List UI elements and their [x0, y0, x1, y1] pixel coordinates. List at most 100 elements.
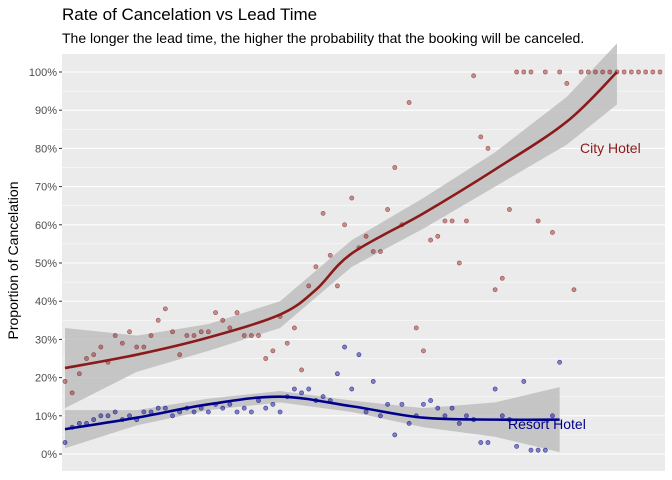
data-point-city-hotel: [327, 252, 333, 258]
data-point-resort-hotel: [234, 409, 240, 415]
data-point-city-hotel: [550, 230, 555, 235]
y-tick-label: 10%: [35, 411, 57, 423]
data-point-city-hotel: [184, 333, 190, 338]
data-point-city-hotel: [442, 218, 448, 224]
data-point-city-hotel: [521, 69, 527, 75]
data-point-resort-hotel: [342, 344, 347, 350]
data-point-city-hotel: [98, 344, 104, 350]
data-point-resort-hotel: [248, 409, 254, 415]
data-point-city-hotel: [478, 134, 484, 140]
data-point-city-hotel: [76, 371, 82, 377]
data-point-resort-hotel: [478, 440, 484, 445]
data-point-city-hotel: [557, 69, 563, 75]
data-point-resort-hotel: [406, 421, 412, 426]
data-point-city-hotel: [198, 329, 204, 335]
data-point-city-hotel: [112, 333, 118, 338]
data-point-city-hotel: [191, 333, 197, 338]
data-point-resort-hotel: [464, 413, 469, 419]
data-point-city-hotel: [349, 195, 355, 201]
data-point-city-hotel: [428, 237, 434, 243]
data-point-city-hotel: [421, 348, 426, 354]
data-point-city-hotel: [162, 306, 168, 312]
data-point-city-hotel: [578, 69, 584, 75]
data-point-city-hotel: [227, 325, 233, 331]
data-point-resort-hotel: [291, 386, 297, 392]
data-point-resort-hotel: [428, 398, 434, 403]
y-tick-label: 60%: [35, 220, 57, 232]
y-tick-label: 90%: [35, 105, 57, 117]
data-point-resort-hotel: [435, 405, 441, 411]
confidence-band-resort-hotel: [65, 387, 560, 453]
data-point-resort-hotel: [392, 432, 398, 438]
data-point-city-hotel: [256, 333, 261, 338]
data-point-resort-hotel: [98, 413, 104, 419]
data-point-city-hotel: [177, 352, 183, 358]
y-tick-label: 80%: [35, 143, 57, 155]
data-point-resort-hotel: [370, 379, 376, 384]
data-point-resort-hotel: [241, 405, 247, 411]
data-point-city-hotel: [542, 69, 548, 75]
data-point-city-hotel: [119, 340, 125, 346]
data-point-city-hotel: [62, 379, 68, 384]
data-point-city-hotel: [91, 352, 97, 358]
data-point-city-hotel: [435, 233, 441, 239]
data-point-city-hotel: [270, 348, 276, 354]
data-point-city-hotel: [456, 260, 462, 266]
data-point-resort-hotel: [191, 409, 197, 415]
confidence-bands: [65, 43, 617, 453]
data-point-resort-hotel: [535, 447, 541, 453]
data-point-city-hotel: [291, 325, 297, 331]
trend-line-city-hotel: [64, 71, 618, 370]
data-point-city-hotel: [306, 283, 312, 289]
y-tick-label: 0%: [41, 449, 57, 461]
series-label-city-hotel: City Hotel: [580, 140, 641, 156]
data-point-city-hotel: [234, 310, 240, 316]
data-point-resort-hotel: [205, 409, 211, 415]
data-point-city-hotel: [514, 69, 520, 75]
data-point-resort-hotel: [299, 390, 304, 396]
data-point-city-hotel: [141, 344, 147, 350]
data-point-resort-hotel: [62, 440, 68, 445]
data-point-city-hotel: [585, 69, 591, 75]
y-tick-label: 100%: [29, 67, 57, 79]
data-point-resort-hotel: [378, 413, 383, 419]
data-point-city-hotel: [335, 283, 340, 289]
data-point-city-hotel: [220, 317, 226, 323]
trend-lines: [64, 71, 618, 431]
data-point-city-hotel: [607, 69, 613, 75]
y-tick-label: 30%: [35, 334, 57, 346]
data-point-city-hotel: [84, 356, 89, 361]
data-point-resort-hotel: [277, 409, 283, 415]
y-tick-label: 50%: [35, 258, 57, 270]
data-point-resort-hotel: [542, 447, 548, 453]
data-point-city-hotel: [628, 69, 634, 75]
data-point-city-hotel: [471, 73, 477, 79]
y-tick-label: 70%: [35, 182, 57, 194]
data-point-city-hotel: [600, 69, 606, 75]
data-point-resort-hotel: [442, 413, 448, 419]
data-point-city-hotel: [621, 69, 627, 75]
data-point-city-hotel: [320, 210, 326, 216]
data-points: [62, 69, 663, 453]
data-point-resort-hotel: [492, 386, 498, 392]
data-point-resort-hotel: [335, 371, 340, 377]
data-point-city-hotel: [636, 69, 641, 75]
data-point-city-hotel: [392, 165, 398, 170]
data-point-city-hotel: [134, 344, 140, 350]
data-point-city-hotel: [499, 275, 505, 281]
data-point-city-hotel: [657, 69, 663, 75]
data-point-resort-hotel: [220, 405, 226, 411]
data-point-resort-hotel: [112, 409, 118, 415]
series-label-resort-hotel: Resort Hotel: [508, 416, 586, 432]
data-point-resort-hotel: [155, 405, 161, 411]
data-point-city-hotel: [650, 69, 656, 75]
data-point-city-hotel: [643, 69, 649, 75]
data-point-resort-hotel: [227, 401, 233, 407]
data-point-city-hotel: [284, 340, 290, 346]
data-point-resort-hotel: [499, 413, 505, 419]
y-axis-ticks: 0% 10% 20% 30% 40% 50% 60% 70% 80% 90% 100%: [29, 67, 62, 461]
data-point-resort-hotel: [263, 405, 269, 411]
data-point-city-hotel: [535, 218, 541, 224]
data-point-city-hotel: [248, 333, 254, 338]
